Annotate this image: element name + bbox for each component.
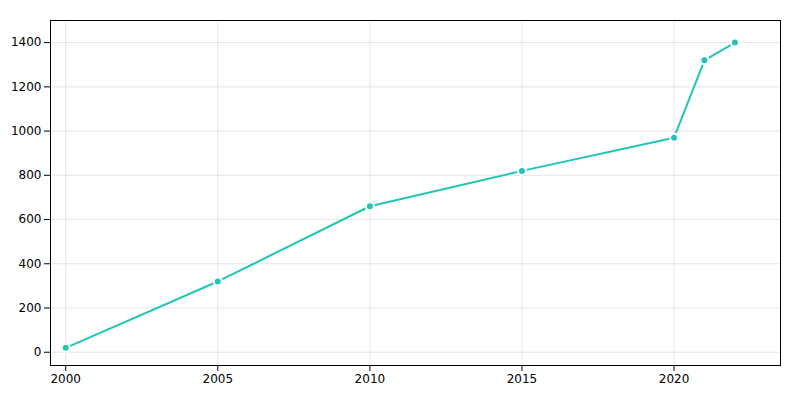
svg-text:800: 800 <box>19 168 42 182</box>
svg-text:2015: 2015 <box>507 372 538 386</box>
svg-text:600: 600 <box>19 212 42 226</box>
svg-text:1200: 1200 <box>11 80 42 94</box>
svg-text:2010: 2010 <box>355 372 386 386</box>
svg-text:1400: 1400 <box>11 35 42 49</box>
svg-text:1000: 1000 <box>11 124 42 138</box>
svg-text:2020: 2020 <box>659 372 690 386</box>
svg-text:200: 200 <box>19 301 42 315</box>
svg-text:400: 400 <box>19 257 42 271</box>
svg-text:2005: 2005 <box>203 372 234 386</box>
svg-text:0: 0 <box>34 345 42 359</box>
svg-text:2000: 2000 <box>50 372 81 386</box>
